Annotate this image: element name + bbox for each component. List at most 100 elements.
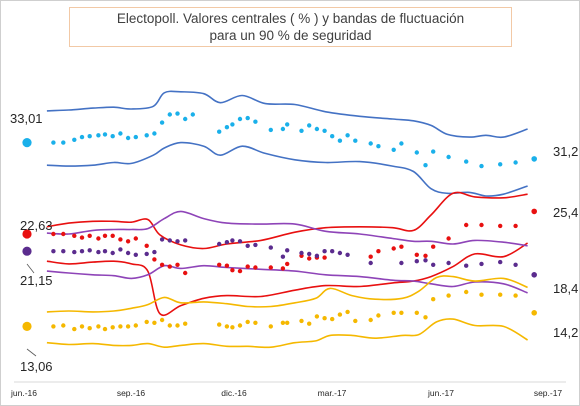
- data-point: [87, 326, 92, 331]
- data-point: [133, 323, 138, 328]
- data-point: [245, 243, 250, 248]
- data-point: [118, 131, 123, 136]
- data-point: [345, 309, 350, 315]
- data-point: [51, 324, 56, 329]
- data-point: [446, 293, 451, 298]
- data-point: [285, 320, 290, 325]
- upper-band-line: [46, 210, 528, 247]
- data-point: [513, 293, 518, 298]
- data-point: [152, 249, 157, 255]
- upper-band-line: [46, 191, 528, 250]
- data-point: [399, 244, 404, 249]
- data-point: [79, 134, 85, 140]
- data-point: [133, 236, 138, 241]
- data-point: [446, 260, 451, 266]
- data-point: [118, 324, 123, 329]
- data-points: [22, 111, 537, 332]
- end-marker: [531, 208, 537, 215]
- data-point: [285, 122, 290, 127]
- data-point: [423, 315, 428, 320]
- chart-title: Electopoll. Valores centrales ( % ) y ba…: [116, 11, 465, 43]
- data-point: [110, 325, 115, 330]
- data-point: [299, 128, 304, 133]
- data-point: [464, 263, 469, 268]
- end-marker: [531, 272, 537, 278]
- data-point: [152, 131, 157, 136]
- data-point: [280, 254, 286, 259]
- x-tick-label: dic.-16: [221, 388, 247, 398]
- data-point: [125, 250, 131, 256]
- data-point: [376, 144, 381, 149]
- data-point: [152, 257, 157, 262]
- end-value-label: 25,4: [553, 205, 578, 220]
- data-point: [368, 260, 373, 266]
- data-point: [96, 324, 101, 329]
- data-point: [446, 154, 451, 160]
- data-point: [152, 320, 157, 325]
- lower-band-line: [46, 141, 528, 197]
- end-marker: [531, 156, 537, 162]
- data-point: [368, 317, 373, 323]
- start-value-label: 33,01: [10, 111, 43, 126]
- data-point: [423, 253, 428, 258]
- data-point: [399, 260, 404, 266]
- data-point: [72, 249, 77, 255]
- data-point: [190, 112, 195, 117]
- value-labels: 33,01 22,63 21,15 13,06 31,2 25,4 18,4 14,2: [10, 111, 578, 374]
- data-point: [110, 134, 115, 139]
- data-point: [217, 241, 222, 247]
- data-point: [72, 326, 77, 332]
- data-point: [253, 320, 258, 325]
- data-point: [144, 133, 149, 138]
- data-point: [144, 319, 149, 325]
- start-value-label: 22,63: [20, 218, 53, 233]
- data-point: [230, 325, 235, 330]
- data-point: [61, 249, 66, 254]
- data-point: [280, 320, 286, 325]
- data-point: [159, 317, 165, 323]
- data-point: [391, 310, 396, 315]
- data-point: [299, 318, 304, 324]
- label-leader-line: [26, 263, 35, 274]
- data-point: [175, 239, 180, 244]
- end-value-label: 31,2: [553, 144, 578, 159]
- data-point: [87, 134, 92, 139]
- data-point: [368, 141, 373, 146]
- data-point: [167, 112, 172, 117]
- data-point: [237, 116, 243, 122]
- data-point: [399, 310, 404, 315]
- data-point: [414, 310, 419, 315]
- data-point: [513, 160, 518, 165]
- data-point: [513, 223, 518, 229]
- data-point: [345, 252, 350, 257]
- data-point: [133, 252, 138, 257]
- data-point: [280, 126, 286, 132]
- data-point: [144, 243, 149, 248]
- data-point: [368, 254, 373, 259]
- data-point: [51, 140, 56, 145]
- data-point: [159, 120, 165, 125]
- upper-band-line: [46, 90, 528, 139]
- x-tick-label: sep.-16: [117, 388, 146, 398]
- data-point: [322, 316, 327, 321]
- data-point: [498, 223, 503, 229]
- data-point: [280, 266, 286, 271]
- start-marker: [22, 229, 32, 239]
- x-tick-label: jun.-16: [10, 388, 37, 398]
- data-point: [464, 289, 469, 295]
- chart-title-box: Electopoll. Valores centrales ( % ) y ba…: [69, 7, 512, 47]
- data-point: [446, 236, 451, 241]
- data-point: [376, 249, 381, 254]
- data-point: [61, 140, 66, 145]
- data-point: [307, 123, 312, 128]
- data-point: [307, 251, 312, 257]
- data-point: [110, 250, 115, 256]
- data-point: [125, 239, 131, 244]
- x-tick-label: sep.-17: [534, 388, 563, 398]
- lower-band-line: [46, 318, 529, 349]
- data-point: [159, 262, 165, 267]
- data-point: [464, 159, 469, 164]
- data-point: [51, 249, 56, 254]
